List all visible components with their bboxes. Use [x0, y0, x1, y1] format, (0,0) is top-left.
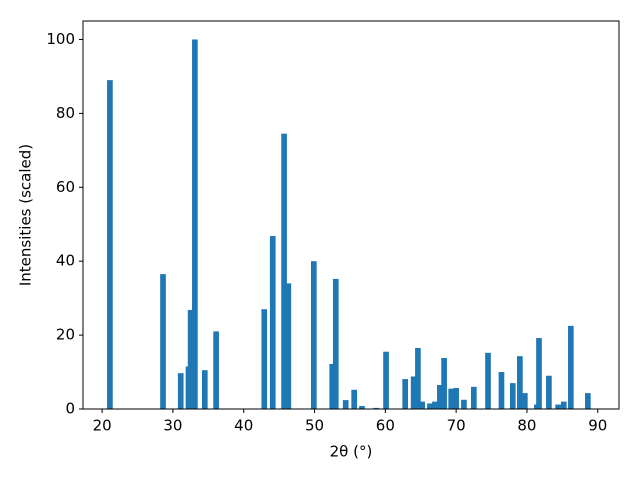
bar	[192, 39, 198, 409]
bar	[410, 376, 417, 409]
y-tick-label: 40	[56, 252, 75, 270]
y-tick-label: 60	[56, 178, 75, 196]
bar	[415, 348, 421, 409]
bar	[213, 331, 219, 409]
y-tick-label: 100	[46, 30, 75, 48]
bar	[419, 401, 425, 409]
bar	[107, 80, 113, 409]
bar	[453, 387, 459, 409]
x-tick-label: 80	[517, 417, 536, 435]
y-tick-label: 20	[56, 326, 75, 344]
bar	[383, 351, 389, 409]
bar	[536, 338, 542, 409]
bar	[555, 404, 561, 409]
x-tick-label: 70	[447, 417, 466, 435]
bar	[461, 399, 467, 409]
bar	[568, 325, 574, 409]
bar	[177, 373, 184, 409]
bar	[332, 278, 339, 409]
bar	[342, 400, 349, 409]
bar	[351, 389, 358, 409]
plot-frame	[82, 20, 620, 410]
bar	[546, 375, 552, 409]
bar	[187, 309, 194, 409]
bar	[485, 352, 491, 409]
bar	[509, 383, 516, 409]
y-tick-label: 0	[65, 400, 75, 418]
bar	[585, 393, 591, 409]
bar	[285, 283, 292, 409]
x-tick-label: 50	[305, 417, 324, 435]
x-tick-label: 30	[163, 417, 182, 435]
x-tick-label: 20	[93, 417, 112, 435]
bar	[160, 274, 166, 409]
y-axis-label: Intensities (scaled)	[17, 144, 35, 286]
bar	[448, 388, 455, 409]
bar	[310, 261, 317, 409]
x-axis-label: 2θ (°)	[330, 443, 373, 461]
bar	[498, 372, 505, 409]
bar	[517, 356, 523, 409]
y-tick-label: 80	[56, 104, 75, 122]
bar	[432, 401, 438, 409]
bar	[201, 370, 208, 409]
bar	[329, 363, 336, 409]
bar	[441, 358, 447, 409]
bar	[373, 407, 379, 409]
bar	[437, 384, 443, 409]
bar	[427, 403, 433, 409]
bar	[261, 309, 268, 409]
bar	[269, 236, 276, 409]
bar	[402, 379, 408, 409]
bar	[560, 401, 567, 409]
x-tick-label: 40	[234, 417, 253, 435]
bar	[281, 133, 287, 409]
x-tick-label: 60	[376, 417, 395, 435]
bar	[471, 386, 477, 409]
bar	[521, 393, 528, 409]
bar	[359, 406, 365, 409]
x-tick-label: 90	[588, 417, 607, 435]
